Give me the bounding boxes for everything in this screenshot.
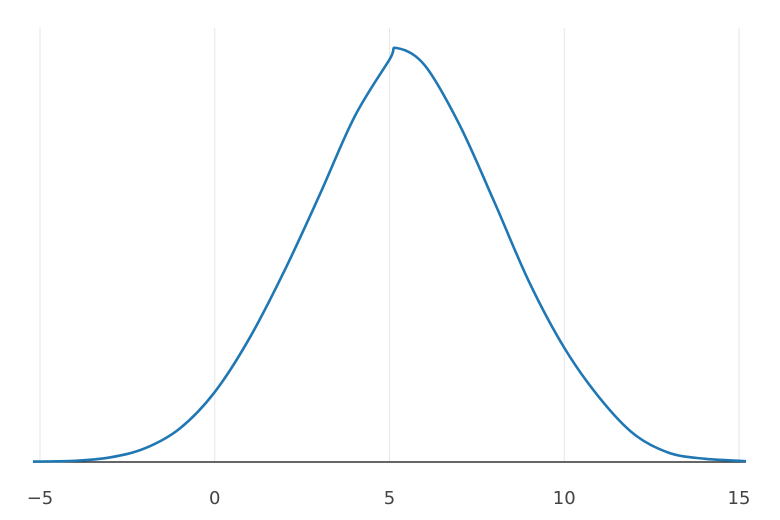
grid-lines <box>39 28 740 462</box>
x-tick-label: 15 <box>728 488 751 509</box>
series-line <box>32 46 747 463</box>
x-tick-label: 0 <box>209 488 220 509</box>
x-tick-label: 5 <box>384 488 395 509</box>
series-layer <box>32 46 747 463</box>
x-tick-label: 10 <box>553 488 576 509</box>
x-tick-labels: −5 0 5 10 15 <box>27 488 751 509</box>
x-tick-label: −5 <box>27 488 54 509</box>
